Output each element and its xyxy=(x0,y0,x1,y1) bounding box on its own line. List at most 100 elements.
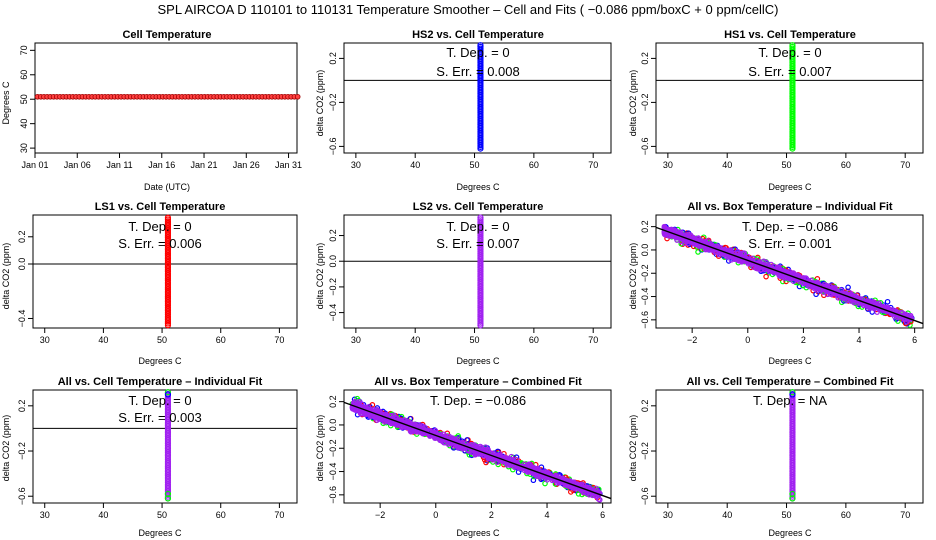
y-tick-label: 70 xyxy=(19,45,29,55)
y-tick-label: 0.2 xyxy=(328,229,338,242)
y-tick-label: 60 xyxy=(19,70,29,80)
y-tick-label: −0.6 xyxy=(640,487,650,505)
x-tick-label: 0 xyxy=(745,335,750,345)
x-tick-label: 2 xyxy=(489,510,494,520)
x-tick-label: Jan 01 xyxy=(21,160,48,170)
data-point xyxy=(164,490,172,498)
stat-standard-error: S. Err. = 0.003 xyxy=(118,410,201,425)
data-point xyxy=(372,415,379,421)
data-point xyxy=(472,443,479,450)
panel-title: All vs. Box Temperature – Individual Fit xyxy=(687,201,893,213)
x-tick-label: 0 xyxy=(433,510,438,520)
y-axis-label: delta CO2 (ppm) xyxy=(628,243,638,310)
data-point xyxy=(394,422,400,428)
y-tick-label: 30 xyxy=(19,143,29,153)
x-axis-label: Degrees C xyxy=(138,356,182,366)
fit-line xyxy=(655,226,924,325)
data-point xyxy=(477,214,484,221)
data-point xyxy=(363,411,370,417)
stat-standard-error: S. Err. = 0.001 xyxy=(748,236,831,251)
data-point xyxy=(450,442,457,449)
x-tick-label: 30 xyxy=(351,335,361,345)
x-axis-label: Degrees C xyxy=(768,182,812,192)
x-axis-label: Degrees C xyxy=(768,356,812,366)
x-tick-label: 50 xyxy=(470,160,480,170)
data-point xyxy=(392,414,398,421)
data-point xyxy=(820,289,827,295)
x-tick-label: 60 xyxy=(216,335,226,345)
y-tick-label: 0.0 xyxy=(17,258,27,271)
y-tick-label: −0.6 xyxy=(640,138,650,156)
x-tick-label: 50 xyxy=(782,510,792,520)
stat-temperature-dependence: T. Dep. = 0 xyxy=(446,219,509,234)
x-tick-label: −2 xyxy=(687,335,697,345)
x-tick-label: 40 xyxy=(410,335,420,345)
y-axis-label: delta CO2 (ppm) xyxy=(315,70,325,137)
y-tick-label: −0.2 xyxy=(640,442,650,460)
x-tick-label: 70 xyxy=(274,510,284,520)
y-tick-label: 0.0 xyxy=(328,255,338,268)
x-tick-label: 30 xyxy=(40,335,50,345)
panel-hs1-vs-cell: HS1 vs. Cell Temperature 30 40 50 60 70 −0.6 −… xyxy=(628,29,924,192)
y-tick-label: −0.2 xyxy=(17,442,27,460)
data-point xyxy=(789,270,796,277)
stat-standard-error: S. Err. = 0.008 xyxy=(436,64,519,79)
data-point xyxy=(789,391,796,398)
stat-temperature-dependence: T. Dep. = −0.086 xyxy=(742,219,838,234)
y-tick-label: 0.2 xyxy=(17,400,27,413)
x-tick-label: 50 xyxy=(157,335,167,345)
data-point xyxy=(666,233,672,239)
data-point xyxy=(844,297,850,304)
data-point xyxy=(477,42,484,49)
stat-standard-error: S. Err. = 0.007 xyxy=(748,64,831,79)
panel-all-vs-cell-combined: All vs. Cell Temperature – Combined Fit … xyxy=(628,376,924,538)
y-axis-label: delta CO2 (ppm) xyxy=(628,415,638,482)
panel-cell-temperature: Cell Temperature Jan 01 Jan 06 Jan 11 Jan 1… xyxy=(1,29,302,192)
data-point xyxy=(750,264,757,270)
data-point xyxy=(894,314,901,321)
panel-all-vs-box-individual: All vs. Box Temperature – Individual Fit… xyxy=(628,201,924,366)
stat-temperature-dependence: T. Dep. = 0 xyxy=(128,219,191,234)
x-axis-label: Degrees C xyxy=(456,528,500,538)
panel-title: Cell Temperature xyxy=(122,29,211,41)
stat-standard-error: S. Err. = 0.006 xyxy=(118,236,201,251)
data-point xyxy=(369,402,376,408)
panel-ls2-vs-cell: LS2 vs. Cell Temperature 30 40 50 60 70 −0.4 −… xyxy=(315,201,612,366)
data-point xyxy=(884,298,891,305)
panel-title: HS1 vs. Cell Temperature xyxy=(724,29,856,41)
x-tick-label: 6 xyxy=(912,335,917,345)
y-tick-label: −0.2 xyxy=(640,94,650,112)
x-tick-label: 70 xyxy=(588,335,598,345)
x-tick-label: 70 xyxy=(900,510,910,520)
data-point xyxy=(485,446,491,453)
data-point xyxy=(494,459,500,465)
x-tick-label: 50 xyxy=(470,335,480,345)
panel-title: HS2 vs. Cell Temperature xyxy=(412,29,544,41)
y-axis-label: delta CO2 (ppm) xyxy=(1,415,11,482)
stat-temperature-dependence: T. Dep. = 0 xyxy=(446,45,509,60)
data-point xyxy=(164,389,172,396)
panel-all-vs-box-combined: All vs. Box Temperature – Combined Fit −… xyxy=(315,376,612,538)
y-axis-label: delta CO2 (ppm) xyxy=(628,70,638,137)
x-tick-label: 70 xyxy=(588,160,598,170)
y-tick-label: −0.2 xyxy=(328,439,338,457)
plot-area: 30 40 50 60 70 −0.4 −0.2 0.0 0.2 xyxy=(328,214,612,345)
x-tick-label: 60 xyxy=(841,160,851,170)
y-tick-label: −0.2 xyxy=(328,278,338,296)
y-tick-label: 40 xyxy=(19,119,29,129)
plot-frame xyxy=(32,214,298,329)
x-tick-label: 60 xyxy=(841,510,851,520)
plot-frame xyxy=(343,42,612,154)
panel-title: All vs. Cell Temperature – Combined Fit xyxy=(686,376,893,388)
x-tick-label: −2 xyxy=(375,510,385,520)
y-tick-label: −0.6 xyxy=(328,486,338,504)
data-point xyxy=(294,93,301,100)
x-tick-label: 60 xyxy=(529,160,539,170)
data-point xyxy=(763,273,769,280)
y-tick-label: −0.2 xyxy=(328,94,338,112)
x-tick-label: 60 xyxy=(529,335,539,345)
x-tick-label: 30 xyxy=(663,160,673,170)
y-tick-label: 0.2 xyxy=(328,395,338,408)
y-tick-label: −0.4 xyxy=(328,463,338,481)
y-tick-label: −0.4 xyxy=(640,288,650,306)
